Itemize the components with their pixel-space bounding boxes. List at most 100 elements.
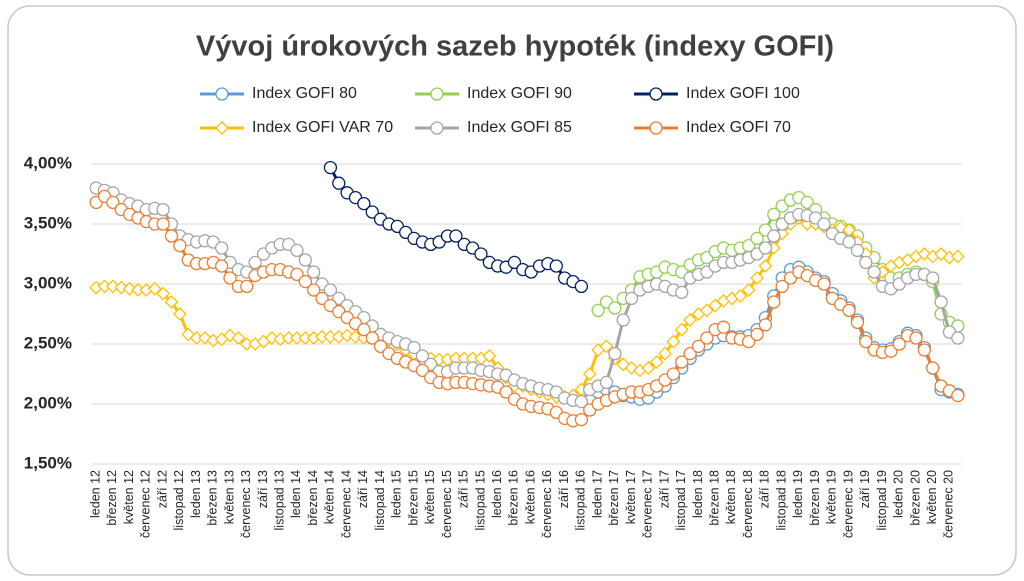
data-point — [407, 340, 421, 355]
data-point — [248, 255, 262, 270]
data-point — [884, 344, 898, 358]
x-tick-label: červenec 20 — [942, 470, 956, 538]
data-point — [114, 280, 129, 295]
data-point — [750, 271, 764, 285]
data-point — [767, 207, 781, 222]
x-tick-label: listopad 14 — [373, 470, 387, 531]
data-point — [156, 286, 171, 301]
x-tick-label: květen 19 — [825, 470, 839, 524]
data-point — [105, 279, 120, 294]
data-point — [675, 285, 689, 300]
data-point — [164, 229, 179, 243]
legend-marker — [649, 87, 663, 101]
chart-title: Vývoj úrokových sazeb hypoték (indexy GO… — [196, 31, 834, 63]
data-point — [198, 331, 212, 345]
data-point — [599, 375, 614, 390]
data-point — [499, 385, 513, 399]
data-point — [348, 329, 363, 344]
x-tick-label: leden 16 — [490, 470, 504, 518]
data-point — [340, 328, 355, 343]
legend-label: Index GOFI 80 — [252, 85, 357, 102]
y-tick-label: 4,00% — [24, 153, 72, 172]
data-point — [608, 301, 622, 315]
x-tick-label: květen 13 — [222, 470, 236, 524]
data-point — [708, 298, 723, 313]
legend-marker — [430, 121, 444, 135]
data-point — [599, 339, 614, 354]
x-tick-label: září 15 — [457, 470, 471, 508]
x-tick-label: listopad 16 — [574, 470, 588, 531]
data-point — [658, 346, 672, 361]
data-point — [357, 196, 371, 211]
data-point — [582, 367, 597, 381]
data-point — [231, 331, 246, 345]
x-tick-label: leden 12 — [88, 470, 102, 518]
y-tick-label: 2,00% — [24, 393, 72, 412]
data-point — [156, 217, 170, 231]
data-point — [758, 259, 773, 273]
data-point — [917, 343, 932, 357]
x-tick-label: březen 16 — [507, 470, 521, 526]
x-tick-label: listopad 17 — [674, 470, 688, 531]
legend-label: Index GOFI 100 — [686, 85, 800, 102]
data-point — [683, 346, 697, 361]
data-point — [767, 229, 781, 243]
data-point — [750, 231, 764, 246]
x-tick-label: květen 12 — [122, 470, 136, 524]
data-point — [859, 334, 873, 349]
data-point — [842, 235, 856, 249]
data-point — [474, 247, 488, 261]
data-point — [716, 320, 731, 334]
x-tick-label: květen 14 — [323, 470, 337, 524]
data-point — [817, 217, 831, 231]
legend-marker — [649, 121, 663, 135]
x-tick-label: září 12 — [155, 470, 169, 508]
x-tick-label: březen 12 — [105, 470, 119, 526]
x-tick-label: leden 17 — [590, 470, 604, 518]
data-point — [574, 394, 589, 409]
data-point — [173, 238, 187, 253]
data-point — [240, 279, 254, 294]
x-tick-label: leden 20 — [892, 470, 906, 518]
data-point — [850, 243, 865, 258]
x-tick-label: březen 15 — [406, 470, 420, 526]
x-tick-label: březen 18 — [708, 470, 722, 526]
data-point — [742, 334, 756, 349]
data-point — [934, 247, 949, 261]
data-point — [215, 259, 229, 273]
x-tick-label: leden 18 — [691, 470, 705, 518]
data-point — [298, 253, 312, 267]
data-point — [909, 331, 923, 345]
legend-marker — [215, 121, 229, 135]
x-tick-label: listopad 13 — [273, 470, 287, 531]
data-point — [691, 339, 706, 354]
data-point — [106, 195, 120, 210]
y-tick-label: 3,00% — [24, 273, 72, 292]
x-tick-label: červenec 15 — [440, 470, 454, 538]
x-tick-label: červenec 13 — [239, 470, 253, 538]
data-point — [298, 274, 312, 289]
data-point — [758, 241, 773, 255]
data-point — [699, 303, 714, 318]
x-tick-label: květen 16 — [523, 470, 537, 524]
x-tick-label: březen 13 — [206, 470, 220, 526]
x-tick-label: červenec 18 — [741, 470, 755, 538]
data-point — [290, 243, 304, 258]
data-point — [307, 283, 321, 297]
data-point — [164, 295, 179, 309]
data-point — [892, 337, 906, 351]
data-point — [365, 331, 379, 345]
data-point — [817, 277, 831, 291]
data-point — [315, 291, 329, 306]
data-point — [591, 303, 605, 318]
x-tick-label: červenec 12 — [139, 470, 153, 538]
data-point — [683, 313, 698, 327]
data-point — [750, 327, 764, 342]
data-point — [926, 271, 940, 285]
data-point — [842, 303, 856, 318]
data-point — [449, 229, 463, 243]
x-tick-label: září 18 — [758, 470, 772, 508]
x-tick-label: březen 19 — [808, 470, 822, 526]
x-tick-label: červenec 17 — [641, 470, 655, 538]
